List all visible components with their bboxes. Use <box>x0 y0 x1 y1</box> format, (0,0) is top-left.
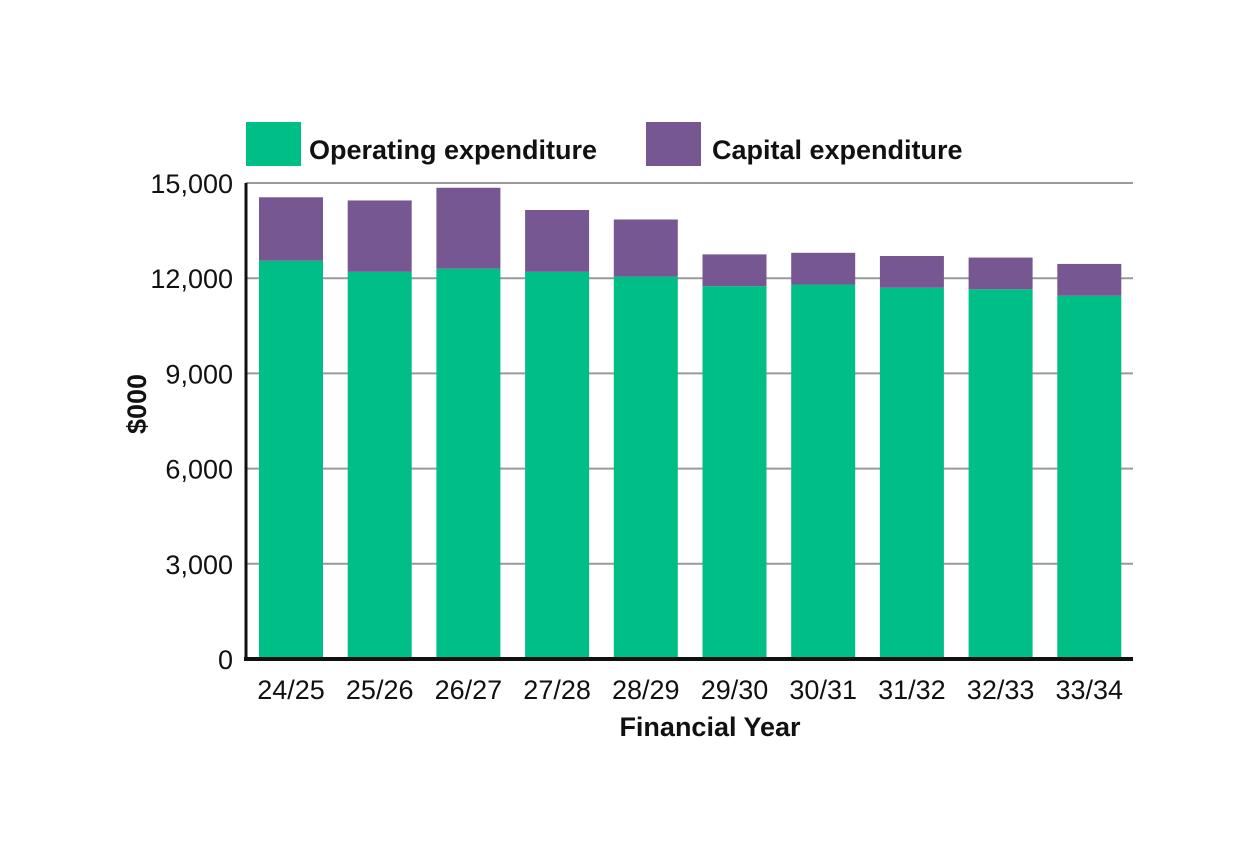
x-axis-title: Financial Year <box>619 712 801 742</box>
legend-swatch-capital-expenditure <box>646 122 701 166</box>
legend: Operating expenditure Capital expenditur… <box>246 122 963 166</box>
y-tick-labels: 0 3,000 6,000 9,000 12,000 15,000 <box>150 169 233 675</box>
bar-capital-expenditure <box>968 257 1033 290</box>
legend-swatch-operating-expenditure <box>246 122 301 166</box>
bar-operating-expenditure <box>968 289 1033 659</box>
y-tick-label: 6,000 <box>165 455 233 485</box>
bar-capital-expenditure <box>613 219 678 277</box>
bar-capital-expenditure <box>1057 263 1122 296</box>
bar-capital-expenditure <box>525 209 590 272</box>
x-tick-label: 27/28 <box>523 675 591 705</box>
bar-operating-expenditure <box>259 260 323 659</box>
bar-operating-expenditure <box>347 271 412 659</box>
bar-capital-expenditure <box>259 197 323 261</box>
x-tick-label: 31/32 <box>878 675 946 705</box>
bar-operating-expenditure <box>1057 295 1122 659</box>
bar-operating-expenditure <box>702 286 767 659</box>
bars <box>259 187 1122 659</box>
legend-label-operating-expenditure: Operating expenditure <box>309 135 597 165</box>
y-tick-label: 12,000 <box>150 264 233 294</box>
y-tick-label: 15,000 <box>150 169 233 199</box>
x-tick-label: 30/31 <box>789 675 857 705</box>
x-tick-label: 33/34 <box>1056 675 1124 705</box>
bar-capital-expenditure <box>702 254 767 287</box>
bar-operating-expenditure <box>436 268 501 659</box>
x-tick-label: 28/29 <box>612 675 680 705</box>
x-tick-label: 26/27 <box>435 675 503 705</box>
axes <box>244 183 1133 661</box>
bar-capital-expenditure <box>347 200 412 272</box>
bar-operating-expenditure <box>791 284 856 659</box>
bar-operating-expenditure <box>879 287 944 659</box>
x-tick-label: 25/26 <box>346 675 414 705</box>
bar-operating-expenditure <box>525 271 590 659</box>
x-tick-label: 29/30 <box>701 675 769 705</box>
bar-operating-expenditure <box>613 276 678 659</box>
x-tick-labels: 24/25 25/26 26/27 27/28 28/29 29/30 30/31 31/32… <box>257 675 1123 705</box>
bar-capital-expenditure <box>436 187 501 269</box>
y-axis-title: $000 <box>122 374 152 434</box>
y-tick-label: 3,000 <box>165 550 233 580</box>
y-tick-label: 0 <box>218 645 233 675</box>
legend-label-capital-expenditure: Capital expenditure <box>712 135 963 165</box>
x-tick-label: 24/25 <box>257 675 325 705</box>
y-tick-label: 9,000 <box>165 359 233 389</box>
bar-capital-expenditure <box>879 255 944 288</box>
bar-capital-expenditure <box>791 252 856 285</box>
x-tick-label: 32/33 <box>967 675 1035 705</box>
